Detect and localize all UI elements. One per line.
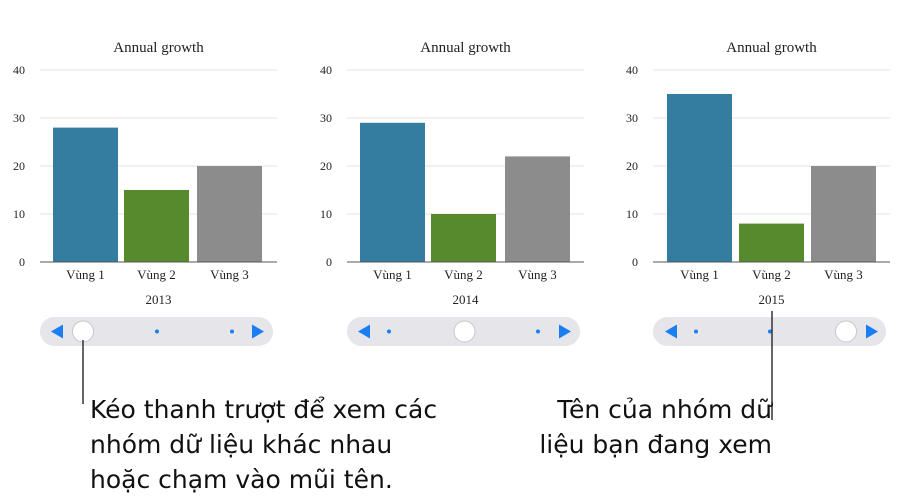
y-tick-label: 40: [320, 63, 332, 77]
y-tick-label: 30: [13, 111, 25, 125]
chart-title: Annual growth: [726, 40, 817, 56]
x-tick-label: Vùng 3: [824, 267, 863, 282]
y-tick-label: 30: [320, 111, 332, 125]
bar-3: [197, 166, 262, 262]
group-name-callout: Tên của nhóm dữ liệu bạn đang xem: [528, 392, 772, 462]
x-tick-label: Vùng 2: [752, 267, 791, 282]
y-tick-label: 20: [320, 159, 332, 173]
slider-thumb[interactable]: [453, 320, 476, 343]
right-triangle-icon[interactable]: [866, 324, 878, 339]
data-group-slider[interactable]: [653, 317, 886, 346]
x-tick-label: Vùng 1: [680, 267, 719, 282]
chart-title: Annual growth: [420, 40, 511, 56]
y-tick-label: 20: [626, 159, 638, 173]
y-tick-label: 40: [13, 63, 25, 77]
slider-step-dot: [155, 329, 159, 334]
slider-step-dot: [536, 329, 540, 334]
slider-thumb[interactable]: [835, 320, 857, 343]
x-tick-label: Vùng 2: [137, 267, 176, 282]
y-tick-label: 10: [626, 207, 638, 221]
slider-instruction-line-2: nhóm dữ liệu khác nhau: [90, 430, 393, 459]
y-tick-label: 0: [19, 255, 25, 269]
group-name-line-1: Tên của nhóm dữ: [557, 395, 772, 424]
slider-instruction-line-1: Kéo thanh trượt để xem các: [90, 395, 438, 424]
slider-thumb[interactable]: [72, 320, 94, 343]
right-triangle-icon[interactable]: [252, 324, 264, 339]
slider-step-dot: [694, 329, 698, 334]
bar-2: [124, 190, 189, 262]
left-triangle-icon[interactable]: [358, 324, 370, 339]
x-tick-label: Vùng 3: [210, 267, 249, 282]
chart-title: Annual growth: [113, 40, 204, 56]
left-triangle-icon[interactable]: [665, 324, 677, 339]
x-tick-label: Vùng 2: [444, 267, 483, 282]
slider-instruction-callout: Kéo thanh trượt để xem các nhóm dữ liệu …: [90, 392, 437, 497]
chart-panel-3: Annual growth 0 10 20 30 40 Vùng 1 Vùng 2 Vùng 3…: [626, 40, 890, 346]
x-tick-label: Vùng 1: [373, 267, 412, 282]
data-group-name: 2013: [146, 292, 172, 307]
y-tick-label: 10: [13, 207, 25, 221]
chart-panel-1: Annual growth 0 10 20 30 40 Vùng 1 Vùng 2 Vùng 3…: [13, 40, 277, 346]
data-group-name: 2014: [453, 292, 480, 307]
y-tick-label: 40: [626, 63, 638, 77]
bar-2: [739, 223, 804, 262]
right-triangle-icon[interactable]: [559, 324, 571, 339]
data-group-slider[interactable]: [347, 317, 580, 346]
y-tick-label: 0: [632, 255, 638, 269]
x-tick-label: Vùng 1: [66, 267, 105, 282]
slider-instruction-line-3: hoặc chạm vào mũi tên.: [90, 465, 393, 494]
bar-1: [360, 122, 425, 262]
data-group-slider[interactable]: [40, 317, 273, 346]
left-triangle-icon[interactable]: [51, 324, 63, 339]
bar-1: [667, 94, 732, 262]
y-tick-label: 0: [326, 255, 332, 269]
slider-step-dot: [230, 329, 234, 334]
y-tick-label: 20: [13, 159, 25, 173]
slider-step-dot: [768, 329, 772, 334]
chart-panel-2: Annual growth 0 10 20 30 40 Vùng 1 Vùng 2 Vùng 3…: [320, 40, 584, 346]
slider-step-dot: [387, 329, 391, 334]
bar-2: [431, 214, 496, 262]
bar-3: [505, 156, 570, 262]
group-name-line-2: liệu bạn đang xem: [539, 430, 772, 459]
bar-3: [811, 166, 876, 262]
y-tick-label: 10: [320, 207, 332, 221]
x-tick-label: Vùng 3: [518, 267, 557, 282]
data-group-name: 2015: [759, 292, 785, 307]
y-tick-label: 30: [626, 111, 638, 125]
bar-1: [53, 127, 118, 262]
